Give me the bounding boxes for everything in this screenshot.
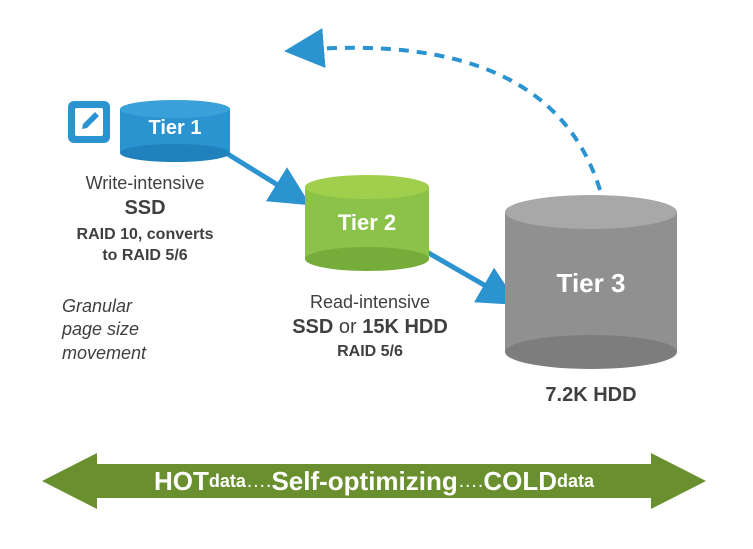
tier1-description: Write-intensive SSD RAID 10, converts to… bbox=[50, 172, 240, 267]
tier1-label: Tier 1 bbox=[120, 117, 230, 140]
bottom-bar-segment: …. bbox=[458, 470, 484, 493]
t1-line2: SSD bbox=[50, 195, 240, 221]
t1-i3: movement bbox=[62, 342, 182, 365]
tier1-italic-note: Granular page size movement bbox=[62, 295, 182, 365]
t1-line3: RAID 10, converts bbox=[50, 225, 240, 246]
bottom-bar-segment: …. bbox=[246, 470, 272, 493]
tier2-description: Read-intensive SSD or 15K HDD RAID 5/6 bbox=[255, 290, 485, 363]
t1-line1: Write-intensive bbox=[50, 172, 240, 195]
t2-l2-mid: or bbox=[333, 316, 362, 338]
edit-note-icon bbox=[65, 98, 113, 146]
bottom-bar-segment: HOT bbox=[154, 466, 209, 497]
bottom-bar-segment: data bbox=[209, 471, 246, 492]
t1-i1: Granular bbox=[62, 295, 182, 318]
tier3-description: 7.2K HDD bbox=[505, 384, 677, 407]
tier3-label: Tier 3 bbox=[505, 268, 677, 299]
bottom-bar-segment: Self-optimizing bbox=[271, 466, 457, 497]
t2-line1: Read-intensive bbox=[255, 290, 485, 314]
t2-l2-p2: 15K HDD bbox=[362, 316, 448, 338]
t1-i2: page size bbox=[62, 318, 182, 341]
t3-line1: 7.2K HDD bbox=[545, 384, 636, 406]
bottom-bar-segment: COLD bbox=[483, 466, 557, 497]
t2-line3: RAID 5/6 bbox=[255, 341, 485, 363]
tier2-label: Tier 2 bbox=[305, 210, 429, 236]
bottom-gradient-arrow: HOT data….Self-optimizing….COLD data bbox=[42, 450, 706, 512]
t2-l2-p1: SSD bbox=[292, 316, 333, 338]
bottom-bar-segment: data bbox=[557, 471, 594, 492]
t1-line4: to RAID 5/6 bbox=[50, 246, 240, 267]
